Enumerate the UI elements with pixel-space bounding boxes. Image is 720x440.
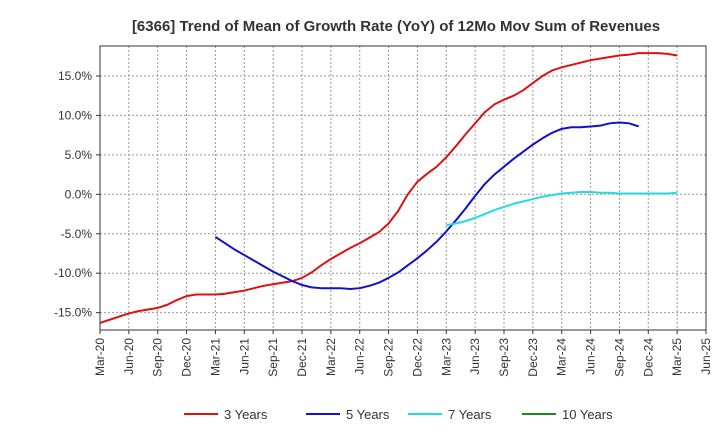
legend-label: 10 Years — [562, 407, 613, 422]
plot-background — [100, 46, 706, 330]
y-tick-label: 0.0% — [65, 187, 93, 201]
chart-title: [6366] Trend of Mean of Growth Rate (YoY… — [132, 18, 660, 35]
legend-item-3-years[interactable]: 3 Years — [184, 407, 268, 422]
series-line-5-years — [214, 121, 639, 290]
x-tick-label: Sep-23 — [497, 338, 511, 377]
x-tick-label: Jun-20 — [122, 338, 136, 375]
x-tick-label: Jun-22 — [353, 338, 367, 375]
y-tick-label: -5.0% — [61, 227, 93, 241]
x-tick-label: Mar-25 — [670, 338, 684, 376]
series-line-7-years — [446, 190, 678, 227]
y-tick-label: 15.0% — [58, 69, 92, 83]
y-tick-label: 10.0% — [58, 108, 92, 122]
legend-item-7-years[interactable]: 7 Years — [408, 407, 492, 422]
x-tick-label: Dec-20 — [180, 338, 194, 377]
x-tick-label: Mar-20 — [93, 338, 107, 376]
x-tick-label: Dec-21 — [295, 338, 309, 377]
plot-frame — [99, 45, 707, 331]
x-tick-label: Sep-22 — [382, 338, 396, 377]
y-tick-label: -10.0% — [54, 266, 92, 280]
x-tick-label: Dec-22 — [410, 338, 424, 377]
x-tick-label: Sep-24 — [612, 338, 626, 377]
y-axis: -15.0% -10.0% -5.0% 0.0% 5.0% 10.0% 15.0% — [54, 69, 100, 320]
x-tick-label: Jun-21 — [237, 338, 251, 375]
x-axis: Mar-20 Jun-20 Sep-20 Dec-20 Mar-21 Jun-21 Sep-… — [93, 330, 713, 377]
x-tick-label: Sep-20 — [151, 338, 165, 377]
x-tick-label: Mar-22 — [324, 338, 338, 376]
x-tick-label: Mar-21 — [208, 338, 222, 376]
x-tick-label: Dec-23 — [526, 338, 540, 377]
x-tick-label: Jun-25 — [699, 338, 713, 375]
series-layer — [99, 52, 678, 324]
legend[interactable]: 3 Years 5 Years 7 Years 10 Years — [184, 407, 613, 422]
axes — [99, 45, 707, 331]
x-tick-label: Jun-23 — [468, 338, 482, 375]
y-tick-label: -15.0% — [54, 306, 92, 320]
legend-label: 3 Years — [224, 407, 268, 422]
x-tick-label: Sep-21 — [266, 338, 280, 377]
legend-label: 7 Years — [448, 407, 492, 422]
plot-area — [100, 46, 706, 330]
x-tick-label: Jun-24 — [584, 338, 598, 375]
x-tick-label: Dec-24 — [641, 338, 655, 377]
legend-label: 5 Years — [346, 407, 390, 422]
x-tick-label: Mar-23 — [439, 338, 453, 376]
y-tick-label: 5.0% — [65, 148, 93, 162]
legend-item-10-years[interactable]: 10 Years — [522, 407, 613, 422]
series-line-3-years — [99, 52, 678, 324]
x-tick-label: Mar-24 — [555, 338, 569, 376]
legend-item-5-years[interactable]: 5 Years — [306, 407, 390, 422]
